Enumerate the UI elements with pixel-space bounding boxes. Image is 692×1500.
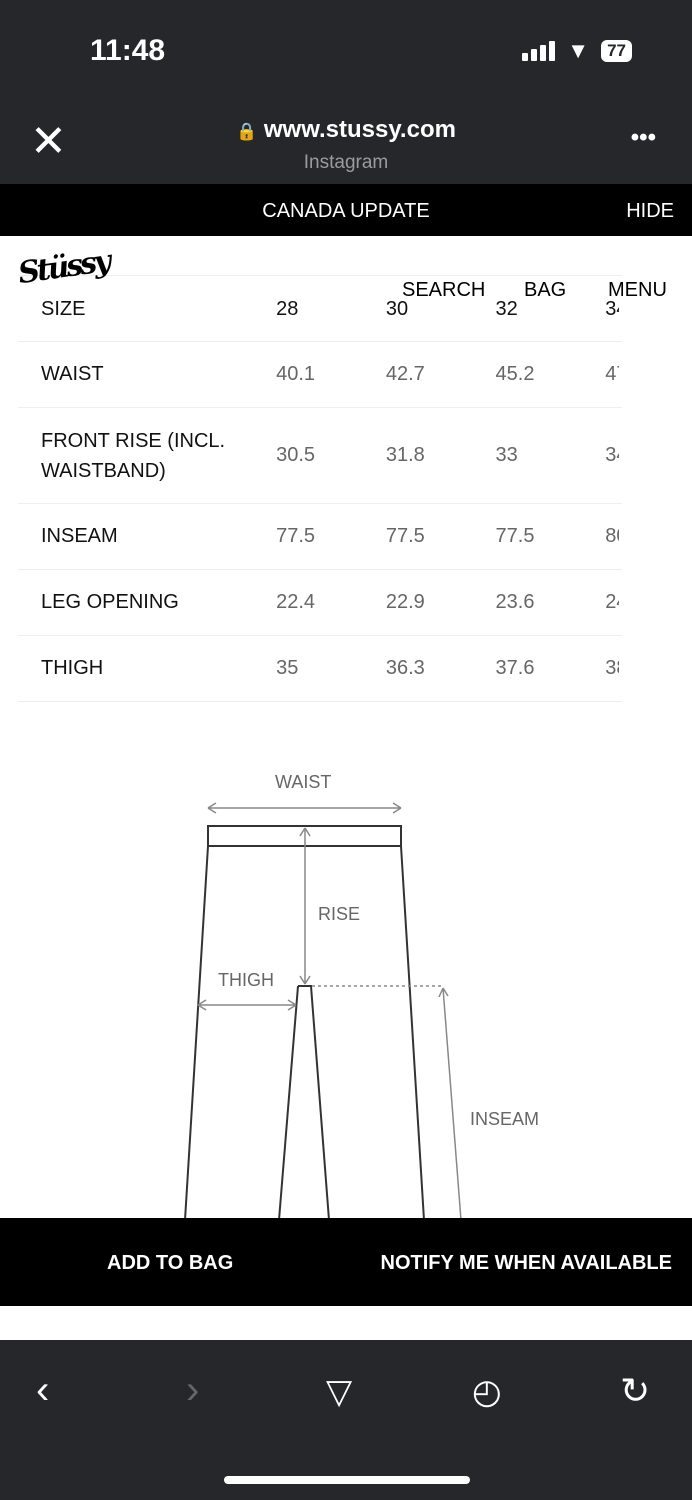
clock: 11:48 [90, 34, 166, 67]
bag-link[interactable]: BAG [524, 279, 567, 301]
announcement-banner: CANADA UPDATE HIDE [0, 184, 692, 236]
browser-toolbar: ‹ › ▽ ◴ ↻ [0, 1340, 692, 1500]
rise-label: RISE [318, 904, 360, 924]
close-icon[interactable]: ✕ [30, 117, 67, 166]
waist-label: WAIST [275, 772, 331, 792]
browser-bar: ✕ 🔒 www.stussy.com Instagram ••• [0, 100, 692, 184]
thigh-label: THIGH [218, 970, 274, 990]
search-link[interactable]: SEARCH [402, 279, 486, 301]
menu-link[interactable]: MENU [608, 279, 667, 301]
home-indicator [224, 1476, 470, 1484]
status-bar: 11:48 ▼ 77 [0, 0, 692, 100]
more-icon[interactable]: ••• [630, 124, 656, 151]
signal-icon [522, 41, 556, 61]
source-label: Instagram [303, 152, 389, 173]
add-to-bag-button[interactable]: ADD TO BAG [107, 1252, 234, 1274]
banner-text[interactable]: CANADA UPDATE [262, 200, 430, 222]
forward-icon[interactable]: › [186, 1368, 200, 1412]
hide-button[interactable]: HIDE [626, 200, 674, 222]
back-icon[interactable]: ‹ [36, 1368, 50, 1412]
lock-icon: 🔒 [236, 122, 258, 141]
table-row: FRONT RISE (INCL. WAISTBAND)30.531.83334 [18, 407, 622, 504]
reload-icon[interactable]: ↻ [620, 1370, 651, 1411]
inseam-label: INSEAM [470, 1109, 539, 1129]
url-text[interactable]: www.stussy.com [263, 116, 456, 143]
purchase-bar: ADD TO BAG NOTIFY ME WHEN AVAILABLE [0, 1218, 692, 1306]
notify-button[interactable]: NOTIFY ME WHEN AVAILABLE [380, 1252, 672, 1274]
wifi-icon: ▼ [567, 38, 590, 63]
table-header: SIZE 28 30 32 34 [18, 275, 622, 342]
speed-icon[interactable]: ◴ [472, 1373, 502, 1411]
battery-icon: 77 [601, 40, 632, 62]
measure-lines [197, 802, 462, 1220]
share-icon[interactable]: ▽ [326, 1373, 353, 1411]
pants-measurement-diagram: WAIST RISE THIGH INSEAM [184, 772, 539, 1220]
